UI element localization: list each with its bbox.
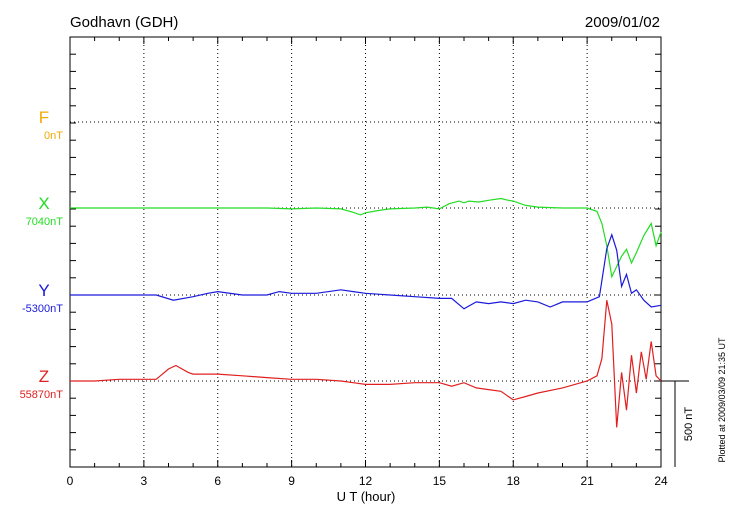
series-name-f: F xyxy=(39,108,49,127)
scale-bar: 500 nT xyxy=(661,380,695,467)
x-tick-labels: 0 3 6 9 12 15 18 21 24 xyxy=(67,474,668,488)
plotted-at-note: Plotted at 2009/03/09 21:35 UT xyxy=(717,337,727,463)
grid-lines xyxy=(70,37,661,467)
x-tick-label: 3 xyxy=(141,474,148,488)
x-tick-label: 15 xyxy=(433,474,447,488)
date-label: 2009/01/02 xyxy=(585,14,660,31)
x-tick-label: 18 xyxy=(507,474,521,488)
x-axis-label: U T (hour) xyxy=(337,489,396,504)
x-tick-label: 21 xyxy=(580,474,594,488)
series-line-x xyxy=(70,197,662,279)
x-tick-label: 9 xyxy=(288,474,295,488)
series-baseline-f: 0nT xyxy=(44,130,63,142)
scale-bar-label: 500 nT xyxy=(683,407,695,442)
series-traces xyxy=(70,197,662,428)
series-name-y: Y xyxy=(38,281,49,300)
x-tick-label: 24 xyxy=(654,474,668,488)
x-tick-label: 6 xyxy=(214,474,221,488)
series-baseline-y: -5300nT xyxy=(22,303,63,315)
series-line-z xyxy=(70,300,662,428)
station-title: Godhavn (GDH) xyxy=(70,14,178,31)
series-name-x: X xyxy=(38,194,49,213)
series-baseline-z: 55870nT xyxy=(20,389,64,401)
x-tick-label: 0 xyxy=(67,474,74,488)
series-labels: F 0nT X 7040nT Y -5300nT Z 55870nT xyxy=(20,108,64,401)
series-line-y xyxy=(70,232,662,310)
series-baseline-x: 7040nT xyxy=(26,216,64,228)
series-name-z: Z xyxy=(39,367,49,386)
x-tick-label: 12 xyxy=(359,474,373,488)
